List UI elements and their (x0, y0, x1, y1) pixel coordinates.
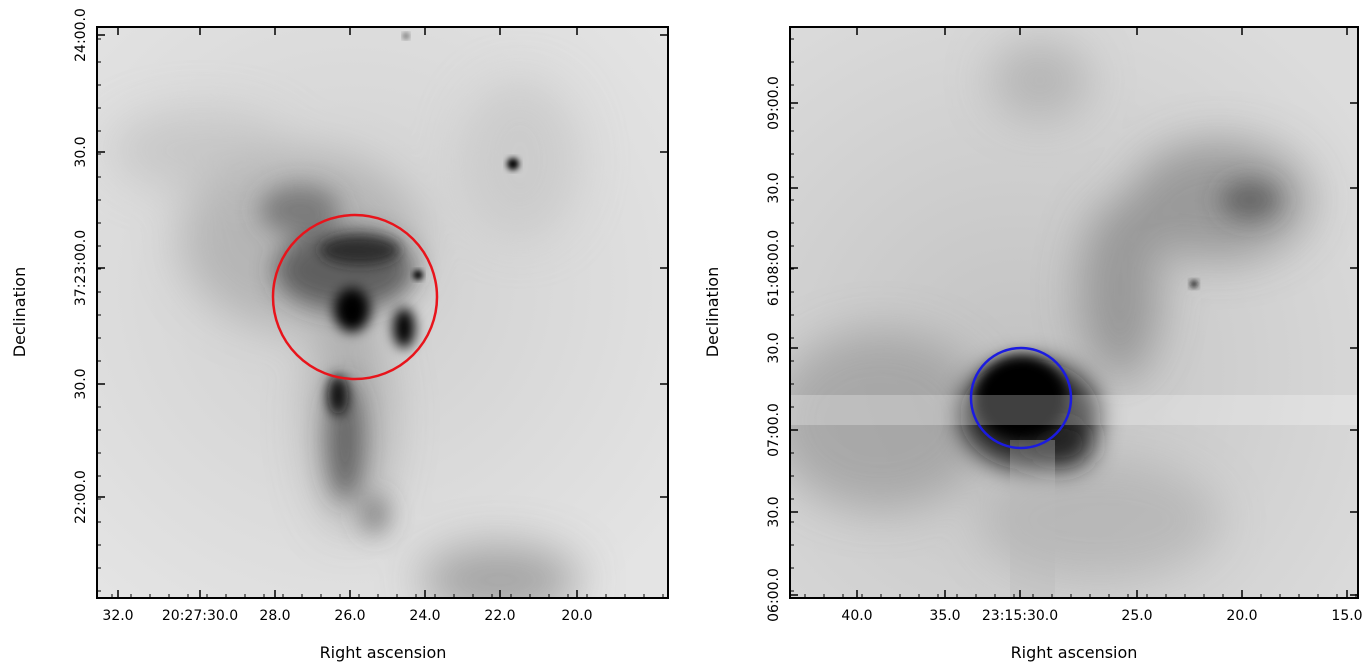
right-ylabel: Declination (703, 267, 722, 357)
left-xtick-label: 32.0 (102, 608, 133, 624)
right-ytick-label: 30.0 (766, 172, 782, 203)
right-ytick-label: 07:00.0 (766, 403, 782, 457)
left-ytick-label: 22:00.0 (73, 470, 89, 524)
left-plot-frame (96, 26, 669, 599)
right-ytick-label: 30.0 (766, 332, 782, 363)
right-plot-frame (789, 26, 1359, 599)
right-ytick-label: 06:00.0 (766, 568, 782, 622)
right-xtick-label: 25.0 (1121, 608, 1152, 624)
right-xtick-label: 40.0 (841, 608, 872, 624)
left-ytick-label: 30.0 (73, 136, 89, 167)
right-xtick-label: 23:15:30.0 (982, 608, 1058, 624)
right-region-circle (969, 346, 1073, 450)
left-xtick-label: 26.0 (334, 608, 365, 624)
left-xlabel: Right ascension (320, 643, 447, 662)
left-axis-ticks: 32.0 20:27:30.0 28.0 26.0 24.0 22.0 20.0 24:00.… (73, 8, 668, 624)
right-sky-image (790, 27, 1358, 598)
left-xtick-label: 20:27:30.0 (162, 608, 238, 624)
left-ylabel: Declination (10, 267, 29, 357)
left-ytick-label: 24:00.0 (73, 8, 89, 62)
right-xtick-label: 15.0 (1331, 608, 1362, 624)
right-xtick-label: 20.0 (1226, 608, 1257, 624)
left-ytick-label: 37:23:00.0 (73, 230, 89, 306)
left-xtick-label: 28.0 (259, 608, 290, 624)
right-ytick-label: 61:08:00.0 (766, 230, 782, 306)
right-xtick-label: 35.0 (929, 608, 960, 624)
right-axis-ticks: 40.0 35.0 23:15:30.0 25.0 20.0 15.0 09:00.0 30.… (766, 27, 1363, 624)
right-ytick-label: 09:00.0 (766, 76, 782, 130)
left-region-circle (271, 213, 439, 381)
right-xlabel: Right ascension (1011, 643, 1138, 662)
left-xtick-label: 24.0 (409, 608, 440, 624)
left-xtick-label: 20.0 (561, 608, 592, 624)
left-ytick-label: 30.0 (73, 368, 89, 399)
left-xtick-label: 22.0 (484, 608, 515, 624)
left-sky-image (97, 27, 668, 598)
right-ytick-label: 30.0 (766, 496, 782, 527)
